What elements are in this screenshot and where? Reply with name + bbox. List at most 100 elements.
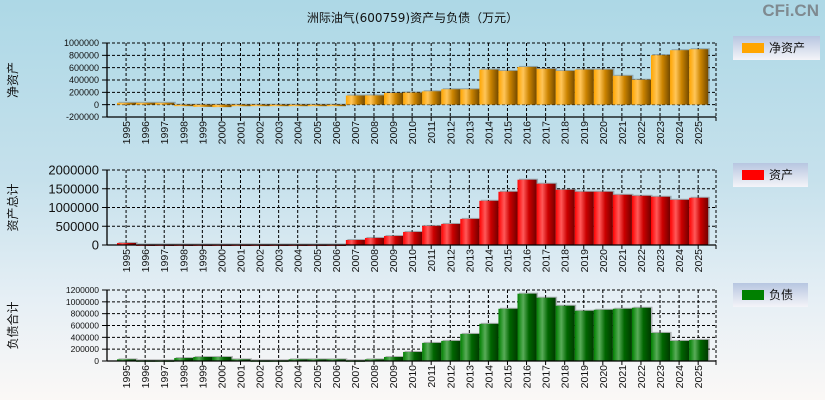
x-tick-label: 2003 [274, 249, 286, 273]
bar-shadow [137, 243, 157, 245]
x-tick-label: 1998 [178, 121, 190, 145]
x-tick-label: 2017 [541, 365, 553, 389]
bar-2020 [593, 309, 613, 361]
y-tick-label: 2000000 [48, 163, 99, 178]
bar-2018 [555, 189, 575, 245]
bar-2022 [631, 79, 651, 105]
bar-shadow [175, 103, 195, 106]
bar-shadow [194, 243, 214, 245]
y-tick-label: 400000 [69, 75, 99, 85]
x-tick-label: 2003 [274, 365, 286, 389]
x-tick-label: 2004 [293, 365, 305, 389]
y-tick-label: 800000 [69, 51, 99, 61]
bar-2021 [612, 308, 632, 361]
x-tick-label: 2006 [331, 249, 343, 273]
y-tick-label: 0 [92, 238, 99, 253]
bar-2023 [650, 196, 671, 245]
bar-2014 [479, 200, 499, 245]
x-tick-label: 2010 [407, 365, 419, 389]
y-tick-label: 1200000 [66, 285, 99, 295]
x-tick-label: 2009 [388, 365, 400, 389]
x-tick-label: 2023 [655, 365, 667, 389]
bar-1995 [117, 102, 137, 105]
bar-shadow [347, 359, 367, 361]
chart-title: 洲际油气(600759)资产与负债（万元） [306, 11, 519, 25]
bar-2001 [231, 104, 251, 107]
x-tick-label: 2021 [617, 121, 629, 145]
bar-2008 [364, 237, 385, 245]
bar-shadow [290, 358, 310, 360]
bar-2012 [441, 223, 461, 245]
x-tick-label: 2008 [369, 249, 381, 273]
bar-2021 [612, 194, 632, 245]
bar-2017 [536, 183, 556, 245]
x-tick-label: 2001 [235, 249, 247, 273]
bar-2009 [384, 356, 404, 361]
bar-shadow [309, 103, 329, 106]
bar-1998 [174, 358, 194, 361]
bar-2006 [326, 104, 346, 107]
x-tick-label: 2001 [235, 365, 247, 389]
x-tick-label: 2016 [522, 365, 534, 389]
legend-label: 净资产 [769, 41, 805, 55]
bar-2013 [460, 333, 480, 361]
x-tick-label: 2024 [674, 121, 686, 145]
bar-2017 [536, 68, 556, 105]
x-tick-label: 2002 [255, 249, 267, 273]
x-tick-label: 1999 [197, 365, 209, 389]
x-tick-label: 2000 [216, 121, 228, 145]
bar-2019 [574, 69, 594, 105]
x-tick-label: 2022 [636, 365, 648, 389]
bar-shadow [309, 243, 329, 245]
x-tick-label: 1995 [121, 249, 133, 273]
bar-shadow [271, 243, 291, 245]
x-tick-label: 1996 [140, 365, 152, 389]
bar-2001 [231, 359, 251, 361]
bar-shadow [156, 101, 176, 104]
panel-1: -200000 0 200000 400000 600000 800000 1000000 1… [6, 36, 820, 144]
bar-1999 [193, 104, 213, 107]
x-tick-label: 2025 [693, 121, 705, 145]
bar-shadow [271, 103, 291, 106]
bar-shadow [328, 243, 348, 245]
bar-shadow [232, 358, 253, 360]
bar-shadow [118, 101, 138, 104]
x-tick-label: 1997 [159, 121, 171, 145]
x-tick-label: 2010 [407, 249, 419, 273]
bar-shadow [156, 243, 176, 245]
x-tick-label: 2005 [312, 365, 324, 389]
y-tick-label: 200000 [71, 344, 100, 354]
x-tick-label: 2019 [579, 121, 591, 145]
bar-2012 [441, 89, 461, 105]
bar-2024 [670, 199, 690, 245]
bar-2024 [670, 50, 690, 105]
x-tick-label: 2006 [331, 121, 343, 145]
x-tick-label: 2023 [655, 121, 667, 145]
x-tick-label: 2020 [598, 365, 610, 389]
bar-shadow [213, 243, 233, 245]
bar-2006 [326, 359, 346, 361]
x-tick-label: 2006 [331, 365, 343, 389]
x-tick-label: 2009 [388, 249, 400, 273]
x-tick-label: 2002 [255, 365, 267, 389]
bar-2013 [460, 89, 480, 105]
legend-swatch [742, 170, 764, 180]
bar-2014 [479, 69, 499, 105]
bar-2015 [498, 308, 518, 361]
y-tick-label: 800000 [71, 309, 100, 319]
bar-2018 [555, 70, 575, 105]
bar-shadow [290, 243, 310, 245]
x-tick-label: 1998 [178, 249, 190, 273]
x-tick-label: 2019 [579, 249, 591, 273]
bar-2025 [689, 197, 709, 245]
x-tick-label: 2019 [579, 365, 591, 389]
bar-1995 [117, 242, 137, 245]
bar-shadow [232, 103, 253, 106]
x-tick-label: 1995 [121, 365, 133, 389]
bar-2011 [422, 342, 442, 361]
x-tick-label: 2017 [541, 121, 553, 145]
x-tick-label: 2016 [522, 121, 534, 145]
y-tick-label: 1000000 [64, 38, 99, 48]
